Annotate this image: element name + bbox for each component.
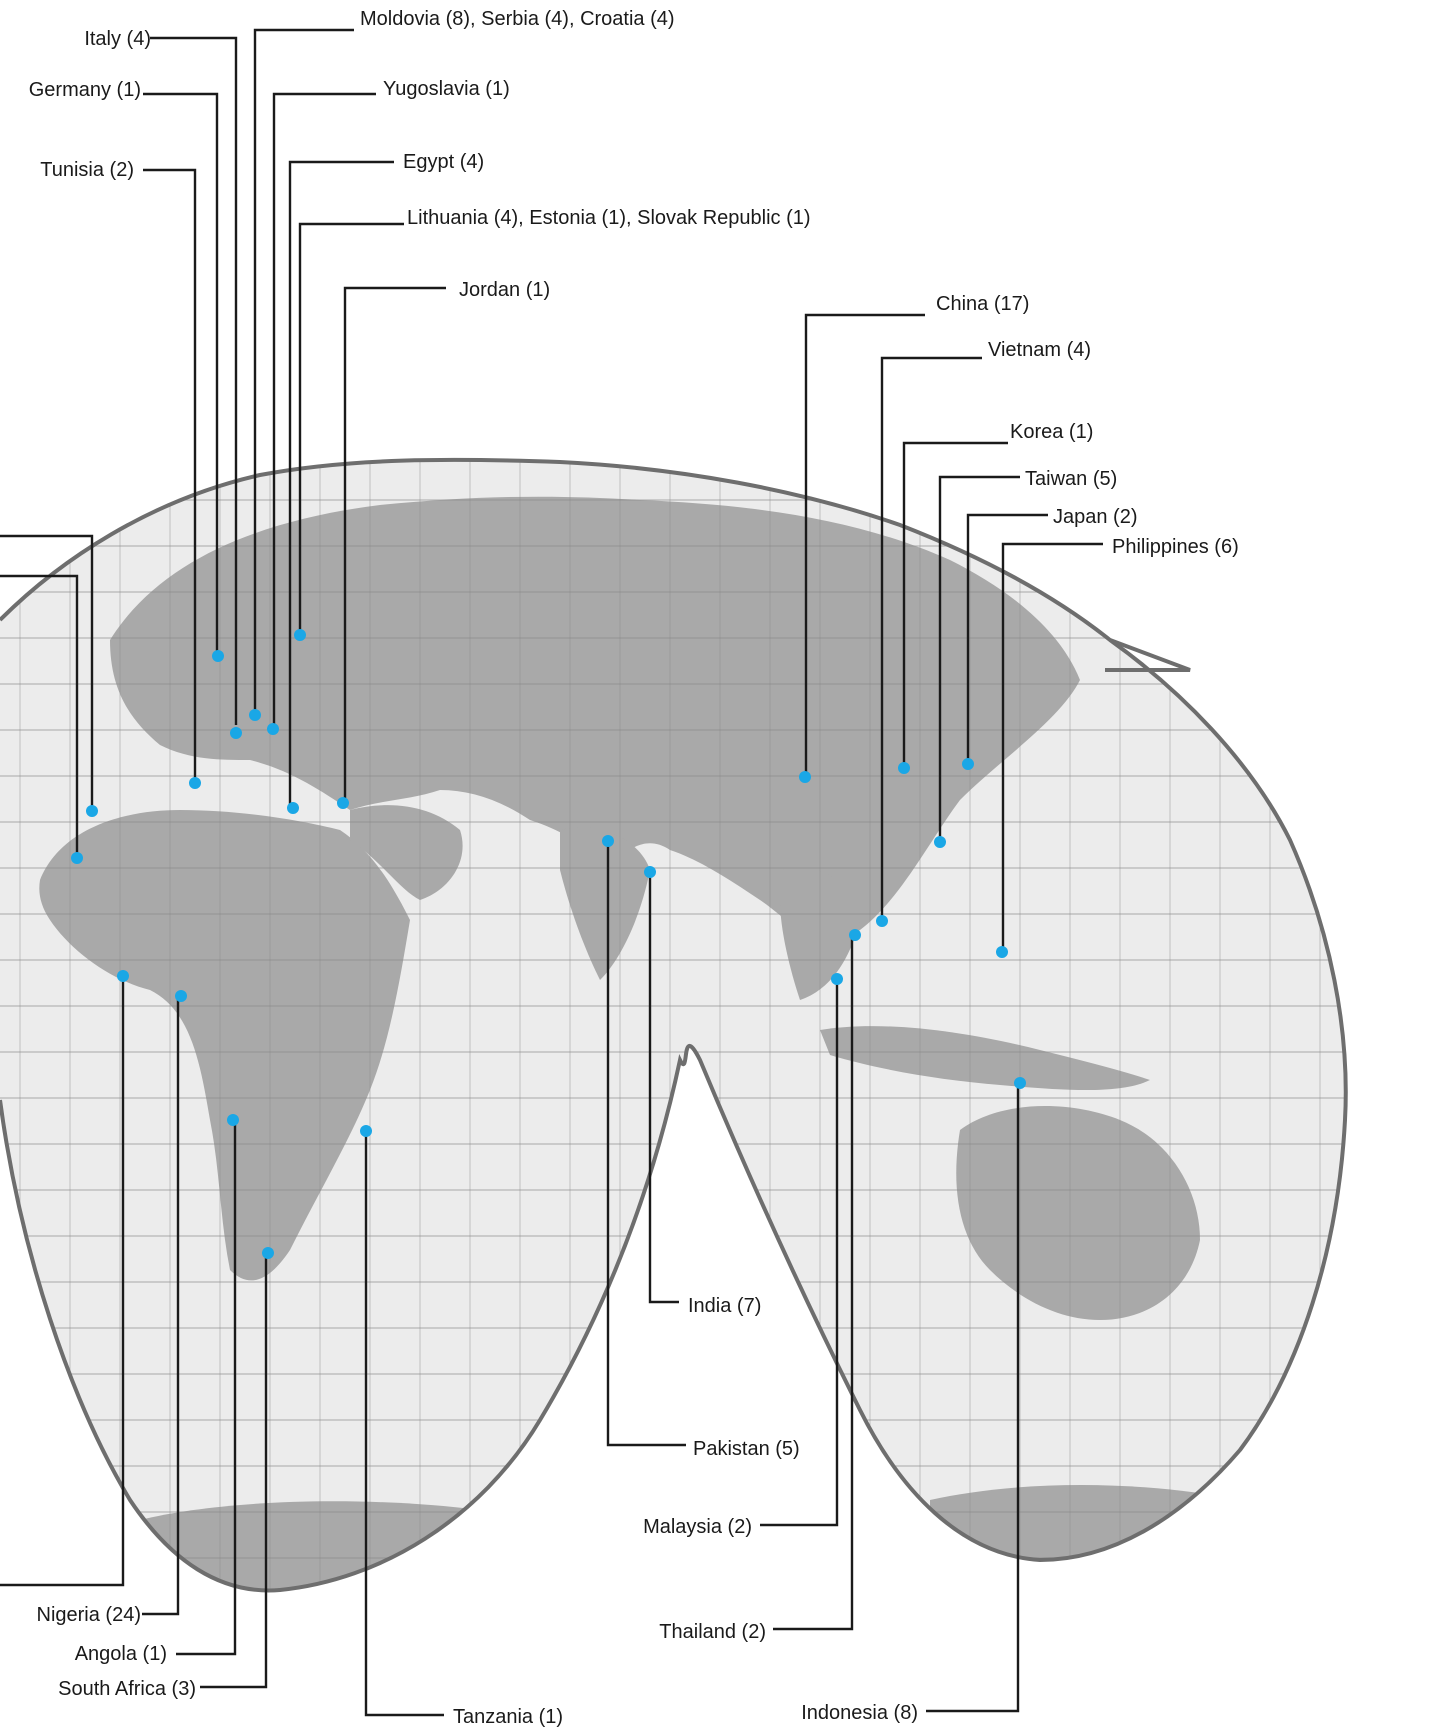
label-italy: Italy (4) — [84, 28, 151, 50]
label-south-africa: South Africa (3) — [58, 1678, 196, 1700]
marker-left-2[interactable] — [71, 852, 83, 864]
landmass-southeast-asia — [780, 867, 860, 1000]
label-nigeria: Nigeria (24) — [37, 1604, 141, 1626]
marker-korea[interactable] — [898, 762, 910, 774]
leader-thailand — [773, 934, 854, 1631]
label-japan: Japan (2) — [1053, 506, 1138, 528]
leader-italy — [150, 36, 238, 725]
label-vietnam: Vietnam (4) — [988, 339, 1091, 361]
label-moldovia-serbia-croatia: Moldovia (8), Serbia (4), Croatia (4) — [360, 8, 675, 30]
leader-korea — [902, 441, 1008, 766]
marker-yugoslavia[interactable] — [267, 723, 279, 735]
leader-japan — [966, 513, 1048, 762]
marker-italy[interactable] — [230, 727, 242, 739]
label-thailand: Thailand (2) — [659, 1621, 766, 1643]
label-angola: Angola (1) — [75, 1643, 167, 1665]
marker-lithuania[interactable] — [294, 629, 306, 641]
leader-moldovia-serbia-croatia — [253, 28, 354, 710]
marker-tanzania[interactable] — [360, 1125, 372, 1137]
label-taiwan: Taiwan (5) — [1025, 468, 1117, 490]
leader-lithuania-estonia-slovak — [298, 222, 404, 632]
landmass-arabia — [350, 805, 463, 900]
marker-south-africa[interactable] — [262, 1247, 274, 1259]
country-markers — [71, 629, 1026, 1259]
leader-tunisia — [143, 168, 197, 780]
landmass-antarctica-east — [930, 1485, 1240, 1580]
label-malaysia: Malaysia (2) — [643, 1516, 752, 1538]
leader-nigeria — [0, 976, 125, 1587]
leader-malaysia — [760, 978, 839, 1527]
leader-taiwan — [938, 475, 1020, 840]
marker-philippines[interactable] — [996, 946, 1008, 958]
marker-taiwan[interactable] — [934, 836, 946, 848]
label-indonesia: Indonesia (8) — [801, 1702, 918, 1724]
leader-south-africa — [176, 1120, 237, 1656]
marker-thailand[interactable] — [849, 929, 861, 941]
landmass-indonesia — [820, 1026, 1150, 1090]
marker-angola[interactable] — [175, 990, 187, 1002]
label-lithuania-estonia-slovak: Lithuania (4), Estonia (1), Slovak Repub… — [407, 207, 811, 229]
leader-china — [804, 313, 925, 775]
label-china: China (17) — [936, 293, 1029, 315]
globe-notch — [1105, 638, 1191, 672]
callout-labels: Italy (4) Moldovia (8), Serbia (4), Croa… — [29, 8, 1239, 1728]
leader-vietnam — [880, 356, 982, 920]
marker-germany[interactable] — [212, 650, 224, 662]
marker-china[interactable] — [799, 771, 811, 783]
label-germany: Germany (1) — [29, 79, 141, 101]
landmass-africa — [39, 810, 410, 1281]
marker-moldovia[interactable] — [249, 709, 261, 721]
leader-indonesia — [926, 1083, 1020, 1713]
marker-indonesia[interactable] — [1014, 1077, 1026, 1089]
marker-left-1[interactable] — [86, 805, 98, 817]
landmass-india — [560, 827, 650, 980]
marker-pakistan[interactable] — [602, 835, 614, 847]
label-pakistan: Pakistan (5) — [693, 1438, 800, 1460]
label-tanzania: Tanzania (1) — [453, 1706, 563, 1728]
label-jordan: Jordan (1) — [459, 279, 550, 301]
label-korea: Korea (1) — [1010, 421, 1093, 443]
marker-malaysia[interactable] — [831, 973, 843, 985]
leader-lines — [0, 28, 1103, 1717]
label-yugoslavia: Yugoslavia (1) — [383, 78, 510, 100]
marker-south-africa-north[interactable] — [227, 1114, 239, 1126]
leader-left-1 — [0, 534, 94, 808]
label-egypt: Egypt (4) — [403, 151, 484, 173]
marker-tunisia[interactable] — [189, 777, 201, 789]
marker-vietnam[interactable] — [876, 915, 888, 927]
label-india: India (7) — [688, 1295, 761, 1317]
leader-germany — [143, 92, 219, 652]
leader-jordan — [343, 286, 446, 800]
leader-philippines — [1001, 542, 1103, 950]
leader-left-2 — [0, 574, 79, 855]
marker-india[interactable] — [644, 866, 656, 878]
leader-angola — [142, 996, 180, 1616]
label-tunisia: Tunisia (2) — [40, 159, 134, 181]
leader-tanzania — [200, 1253, 268, 1689]
leader-tanzania-main — [364, 1130, 444, 1717]
globe-border — [0, 457, 1348, 1593]
label-philippines: Philippines (6) — [1112, 536, 1239, 558]
leader-yugoslavia — [272, 92, 376, 725]
leader-pakistan — [606, 840, 686, 1447]
marker-nigeria[interactable] — [117, 970, 129, 982]
leader-india — [648, 870, 679, 1304]
marker-japan[interactable] — [962, 758, 974, 770]
landmass-eurasia — [110, 496, 1080, 941]
leader-egypt — [288, 160, 394, 805]
marker-egypt[interactable] — [287, 802, 299, 814]
marker-jordan[interactable] — [337, 797, 349, 809]
